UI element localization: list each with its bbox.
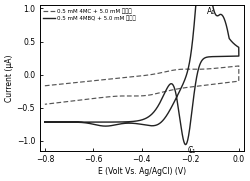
Legend: 0.5 mM 4MC + 5.0 mM 氨基酸, 0.5 mM 4MBQ + 5.0 mM 氨基酸: 0.5 mM 4MC + 5.0 mM 氨基酸, 0.5 mM 4MBQ + 5…	[42, 7, 137, 22]
Text: C₁: C₁	[188, 146, 196, 155]
Y-axis label: Current (μA): Current (μA)	[5, 54, 14, 102]
X-axis label: E (Volt Vs. Ag/AgCl) (V): E (Volt Vs. Ag/AgCl) (V)	[98, 167, 186, 176]
Text: A₁: A₁	[207, 7, 216, 16]
